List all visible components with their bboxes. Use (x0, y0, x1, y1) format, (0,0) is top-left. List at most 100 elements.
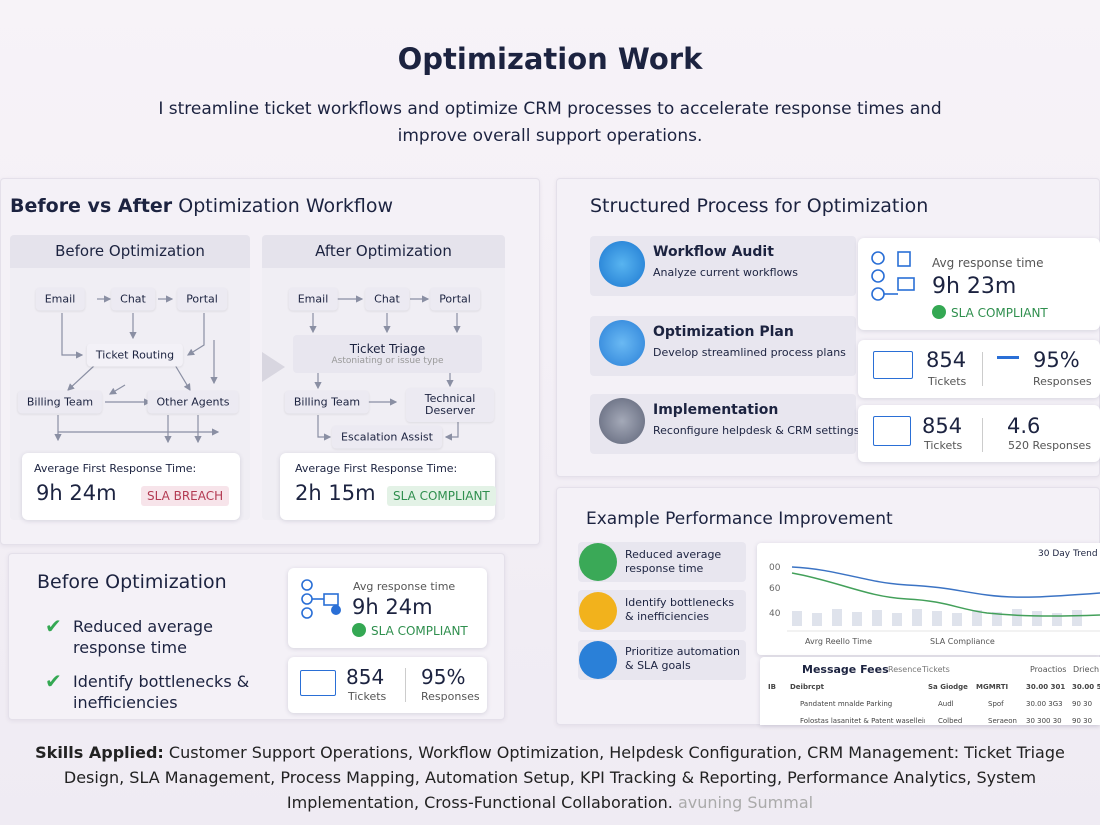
title-bold: Before vs After (10, 195, 173, 217)
table-title: Message Fees (802, 663, 889, 676)
stat-label: Tickets (924, 439, 963, 452)
table-col: Driech (1073, 665, 1100, 674)
metric-value: 9h 24m (36, 481, 117, 505)
flow-node: Other Agents (147, 390, 239, 414)
stat-label: Responses (1033, 375, 1092, 388)
trend-lines (787, 566, 1100, 632)
metric-label: Average First Response Time: (34, 462, 197, 475)
table-cell: 90 30 (1072, 717, 1093, 725)
badge-text: SLA COMPLIANT (951, 306, 1048, 320)
card-label: Avg response time (353, 580, 456, 593)
flow-node: Portal (177, 287, 227, 311)
response-card (288, 568, 487, 648)
table-tab: Resence (888, 665, 922, 674)
flow-node: Escalation Assist (332, 425, 442, 449)
after-heading: After Optimization (262, 235, 505, 268)
stats-card (858, 340, 1100, 398)
table-cell: Spof (988, 700, 1004, 708)
tickets-icon (300, 670, 336, 696)
tickets-icon (873, 351, 913, 379)
stat-label: Tickets (928, 375, 967, 388)
skills: Skills Applied: Customer Support Operati… (35, 740, 1065, 815)
divider (982, 418, 983, 452)
table-cell: Audl (938, 700, 954, 708)
flow-node: Billing Team (284, 390, 370, 414)
check-text: Identify bottlenecks & inefficiencies (73, 672, 250, 712)
table-cell: IB (768, 683, 776, 691)
table-cell: Folostas lasanitet & Patent waselleing (800, 717, 925, 725)
check-item: ✔ Identify bottlenecks & inefficiencies (45, 671, 265, 713)
audit-icon (599, 241, 645, 287)
stat-value: 854 (346, 665, 385, 689)
legend-item: Avrg Reello Time (805, 637, 873, 646)
card-value: 9h 23m (932, 274, 1017, 299)
dashboard-icon (873, 416, 911, 446)
check-item: ✔ Reduced average response time (45, 616, 235, 658)
check-icon: ✔ (45, 614, 62, 638)
title-rest: Optimization Workflow (178, 195, 394, 217)
metric-value: 2h 15m (295, 481, 376, 505)
perf-icon (579, 543, 617, 581)
trend-chart (757, 543, 1100, 655)
legend-item: SLA Compliance (930, 637, 995, 646)
flow-node: Portal (430, 287, 480, 311)
table-cell: 30.00 3G3 (1026, 700, 1063, 708)
badge-text: SLA COMPLIANT (371, 624, 468, 638)
ok-icon (352, 623, 366, 637)
step-desc: Reconfigure helpdesk & CRM settings (653, 424, 860, 437)
axis-label: 60 (769, 584, 781, 594)
check-text: Reduced average response time (73, 617, 213, 657)
page-subtitle: I streamline ticket workflows and optimi… (158, 99, 942, 146)
sla-badge: SLA BREACH (141, 486, 230, 506)
step-desc: Develop streamlined process plans (653, 346, 846, 359)
divider (982, 352, 983, 386)
stat-label: 520 Responses (1008, 439, 1092, 452)
step-title: Workflow Audit (653, 244, 774, 260)
fees-table (760, 657, 1100, 725)
table-cell: 30.00 50 (1072, 683, 1100, 691)
workflow-title: Before vs After Optimization Workflow (10, 195, 393, 217)
divider (405, 668, 406, 702)
axis-label: 00 (769, 563, 781, 573)
summary-heading: Before Optimization (37, 571, 227, 593)
ok-icon (932, 305, 946, 319)
step-title: Implementation (653, 402, 779, 418)
table-cell: Colbed (938, 717, 963, 725)
flow-node: Billing Team (17, 390, 103, 414)
flow-node: Email (35, 287, 85, 311)
responses-icon (997, 356, 1019, 359)
skills-trailing: avuning Summal (677, 793, 814, 812)
card-badge: SLA COMPLIANT (352, 623, 468, 638)
table-cell: Seraeon (988, 717, 1017, 725)
flow-node: Email (288, 287, 338, 311)
stat-label: Responses (421, 690, 480, 703)
perf-text: Prioritize automation & SLA goals (625, 645, 741, 672)
table-cell: MGMRTI (976, 683, 1009, 691)
axis-label: 40 (769, 609, 781, 619)
table-col: Proactios (1030, 665, 1067, 674)
check-icon: ✔ (45, 669, 62, 693)
triage-box: Ticket Triage Astoniating or issue type (293, 335, 482, 373)
workflow-icon (871, 251, 915, 301)
skills-label: Skills Applied: (35, 743, 164, 762)
triage-title: Ticket Triage (349, 342, 426, 356)
perf-icon (579, 592, 617, 630)
table-cell: Sa Giodge (928, 683, 968, 691)
before-heading: Before Optimization (10, 235, 250, 268)
stat-value: 95% (421, 665, 466, 689)
step-title: Optimization Plan (653, 324, 794, 340)
flow-node: Ticket Routing (86, 343, 184, 367)
stat-label: Tickets (348, 690, 387, 703)
perf-text: Identify bottlenecks & inefficiencies (625, 596, 735, 623)
step-desc: Analyze current workflows (653, 266, 799, 279)
table-cell: 30 300 30 (1026, 717, 1062, 725)
card-value: 9h 24m (352, 595, 433, 619)
flow-node: Technical Deserver (406, 388, 494, 422)
sla-badge: SLA COMPLIANT (387, 486, 496, 506)
stat-value: 854 (922, 414, 963, 438)
table-cell: Deibrcpt (790, 683, 824, 691)
stat-value: 95% (1033, 348, 1080, 372)
flow-node: Chat (111, 287, 155, 311)
card-badge: SLA COMPLIANT (932, 305, 1048, 320)
